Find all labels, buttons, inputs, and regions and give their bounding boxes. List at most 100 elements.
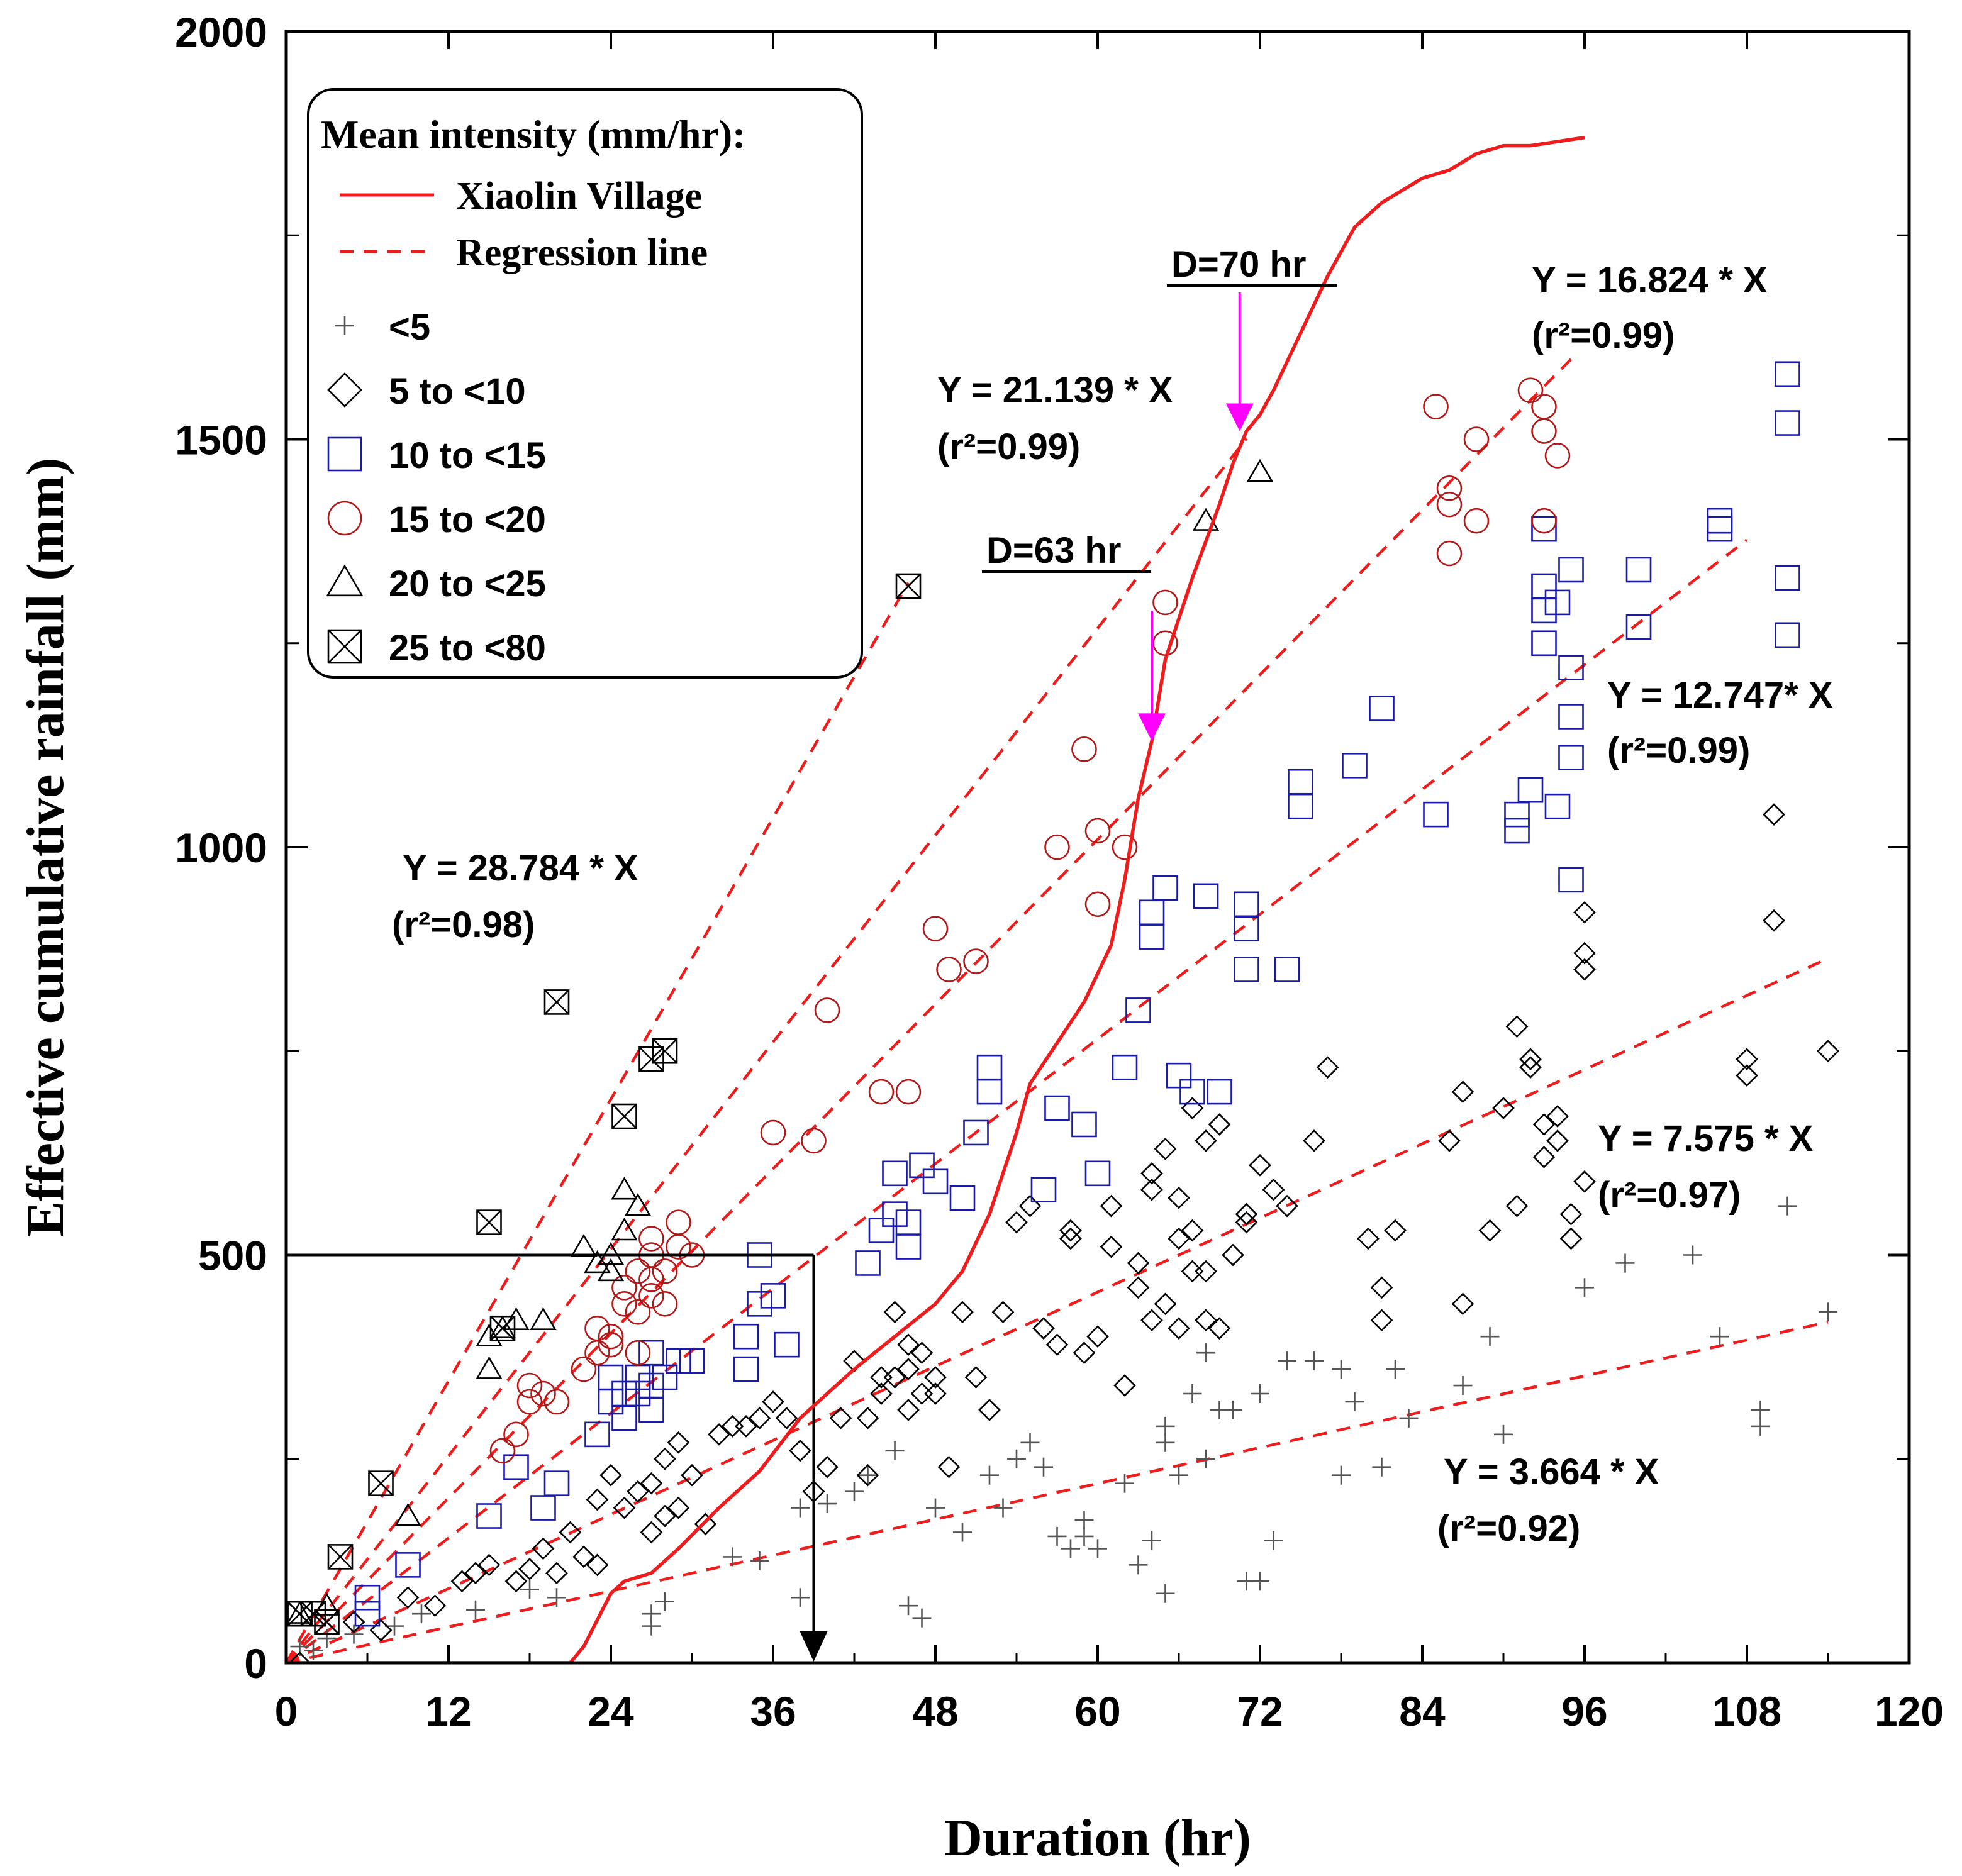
plus-point	[1115, 1474, 1134, 1493]
plus-point	[912, 1608, 932, 1628]
diamond-point	[599, 1463, 622, 1487]
diamond-point	[288, 1651, 311, 1663]
square-point	[1139, 899, 1165, 926]
legend-marker-triangle	[326, 564, 364, 597]
diamond-point	[1451, 1080, 1474, 1103]
diamond-point	[1222, 1243, 1244, 1267]
plus-point	[818, 1494, 837, 1514]
plus-point	[885, 1441, 905, 1460]
diamond-point	[789, 1439, 811, 1462]
diamond-point	[1181, 1097, 1204, 1119]
boxx-point	[638, 1046, 664, 1072]
square-point	[1558, 557, 1584, 583]
plus-point	[1264, 1531, 1283, 1550]
square-point	[503, 1454, 529, 1480]
circle-point	[868, 1079, 895, 1105]
diamond-point	[1532, 1146, 1556, 1168]
diamond-point	[937, 1455, 961, 1479]
x-tick-label: 60	[1074, 1688, 1120, 1734]
square-point	[395, 1552, 421, 1578]
diamond-point	[545, 1562, 568, 1585]
circle-point	[1436, 540, 1463, 567]
diamond-point	[829, 1407, 852, 1429]
square-point	[652, 1364, 678, 1390]
diamond-point	[396, 1586, 420, 1609]
diamond-point	[1262, 1178, 1285, 1201]
diamond-point	[654, 1447, 676, 1470]
plus-point	[1061, 1539, 1080, 1558]
diamond-point	[1763, 803, 1785, 826]
plus-point	[1453, 1376, 1473, 1396]
plus-point	[412, 1604, 431, 1624]
diamond-point	[613, 1496, 636, 1519]
diamond-point	[1573, 1170, 1596, 1193]
circle-point	[516, 1372, 543, 1399]
x-tick-label: 0	[275, 1688, 298, 1734]
regression-r2-2: (r²=0.99)	[937, 426, 1080, 467]
square-point	[530, 1495, 556, 1521]
diamond-point	[1154, 1292, 1177, 1316]
x-axis-title: Duration (hr)	[944, 1809, 1251, 1867]
square-point	[1707, 516, 1733, 542]
legend-marker-label-3: 10 to <15	[389, 435, 546, 476]
diamond-point	[640, 1472, 663, 1495]
circle-point	[760, 1119, 786, 1146]
diamond-point	[423, 1594, 447, 1618]
legend-marker-boxx	[327, 629, 362, 664]
annotations: D=70 hr D=63 hr	[982, 244, 1337, 741]
boxx-point	[327, 1544, 354, 1570]
regression-r2-5: (r²=0.97)	[1598, 1175, 1741, 1216]
square-point	[1517, 777, 1544, 803]
plus-point	[1156, 1433, 1175, 1452]
plus-point	[466, 1600, 485, 1619]
plus-point	[1223, 1400, 1242, 1419]
diamond-point	[897, 1399, 920, 1421]
legend-title: Mean intensity (mm/hr):	[321, 112, 745, 157]
square-point	[611, 1380, 637, 1407]
regression-line-4	[286, 538, 1748, 1663]
circle-point	[1517, 377, 1544, 403]
plus-point	[1196, 1449, 1215, 1468]
duration-annotation-2: D=63 hr	[986, 530, 1121, 571]
diamond-point	[1235, 1202, 1258, 1226]
diamond-point	[1573, 958, 1596, 981]
diamond-point	[667, 1496, 690, 1519]
x-tick-label: 108	[1712, 1688, 1781, 1734]
plus-point	[1778, 1196, 1797, 1216]
diamond-point	[1276, 1194, 1298, 1218]
diamond-point	[681, 1463, 703, 1487]
diamond-point	[897, 1358, 920, 1380]
circle-point	[611, 1275, 637, 1301]
square-point	[1504, 818, 1530, 844]
triangle-point	[530, 1307, 557, 1330]
legend-marker-diamond	[327, 372, 362, 408]
regression-line-3	[286, 358, 1573, 1663]
plus-point	[1278, 1351, 1296, 1371]
diamond-point	[1113, 1374, 1136, 1397]
square-point	[1531, 573, 1557, 599]
plus-point	[791, 1588, 810, 1607]
circle-point	[801, 1128, 827, 1154]
circle-point	[1084, 891, 1111, 918]
circle-point	[625, 1340, 651, 1366]
diamond-point	[1168, 1227, 1190, 1250]
diamond-point	[1478, 1219, 1502, 1242]
diamond-point	[1573, 901, 1596, 924]
diamond-point	[1059, 1219, 1082, 1242]
square-point	[774, 1331, 800, 1358]
square-point	[638, 1372, 664, 1399]
plus-point	[1332, 1465, 1351, 1485]
square-point	[882, 1160, 908, 1187]
legend-line-label-2: Regression line	[456, 231, 708, 274]
square-point	[1084, 1160, 1111, 1187]
diamond-point	[1370, 1276, 1393, 1299]
square-point	[1558, 867, 1584, 893]
square-point	[1544, 589, 1571, 616]
circle-point	[543, 1389, 570, 1415]
plus-point	[1710, 1327, 1729, 1346]
plus-point	[1372, 1457, 1391, 1477]
diamond-point	[708, 1423, 730, 1446]
diamond-point	[586, 1488, 609, 1511]
diamond-point	[504, 1570, 528, 1593]
circle-point	[652, 1291, 678, 1317]
